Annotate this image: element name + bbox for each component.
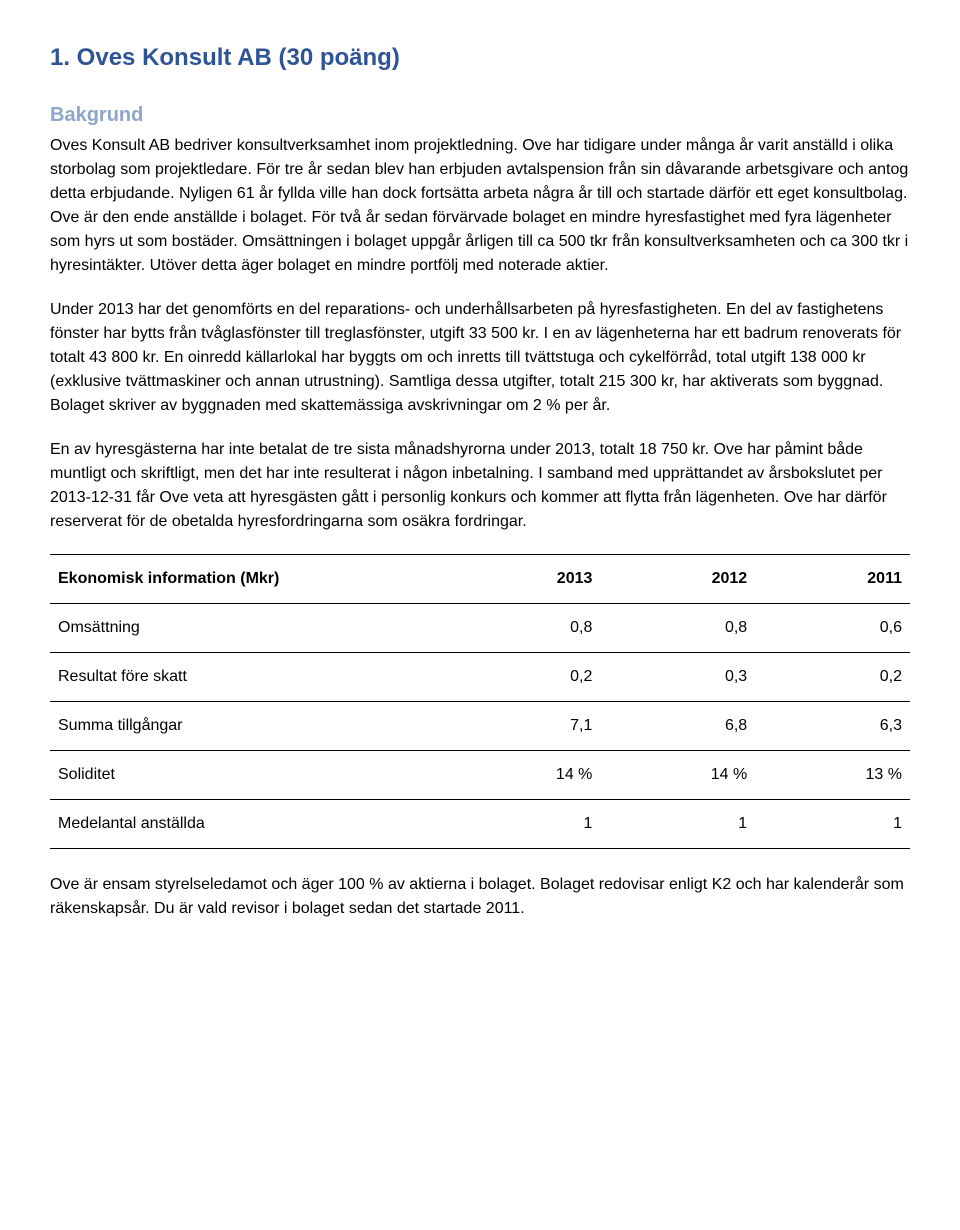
cell-value: 0,6 <box>755 604 910 653</box>
cell-value: 0,2 <box>755 653 910 702</box>
section-title: 1. Oves Konsult AB (30 poäng) <box>50 40 910 76</box>
cell-label: Soliditet <box>50 751 446 800</box>
cell-value: 13 % <box>755 751 910 800</box>
col-header-2012: 2012 <box>600 555 755 604</box>
cell-value: 7,1 <box>446 702 601 751</box>
cell-label: Omsättning <box>50 604 446 653</box>
cell-value: 6,3 <box>755 702 910 751</box>
table-row: Resultat före skatt 0,2 0,3 0,2 <box>50 653 910 702</box>
table-row: Summa tillgångar 7,1 6,8 6,3 <box>50 702 910 751</box>
cell-label: Summa tillgångar <box>50 702 446 751</box>
cell-value: 14 % <box>446 751 601 800</box>
cell-value: 0,8 <box>446 604 601 653</box>
paragraph-tenant: En av hyresgästerna har inte betalat de … <box>50 438 910 534</box>
paragraph-repairs: Under 2013 har det genomförts en del rep… <box>50 298 910 418</box>
paragraph-intro: Oves Konsult AB bedriver konsultverksamh… <box>50 134 910 278</box>
table-row: Medelantal anställda 1 1 1 <box>50 800 910 849</box>
cell-label: Resultat före skatt <box>50 653 446 702</box>
cell-value: 6,8 <box>600 702 755 751</box>
col-header-2011: 2011 <box>755 555 910 604</box>
cell-value: 0,8 <box>600 604 755 653</box>
table-row: Soliditet 14 % 14 % 13 % <box>50 751 910 800</box>
cell-value: 0,2 <box>446 653 601 702</box>
background-heading: Bakgrund <box>50 100 910 130</box>
cell-value: 1 <box>755 800 910 849</box>
table-row: Omsättning 0,8 0,8 0,6 <box>50 604 910 653</box>
financial-table: Ekonomisk information (Mkr) 2013 2012 20… <box>50 554 910 849</box>
cell-label: Medelantal anställda <box>50 800 446 849</box>
col-header-2013: 2013 <box>446 555 601 604</box>
cell-value: 1 <box>446 800 601 849</box>
table-header-row: Ekonomisk information (Mkr) 2013 2012 20… <box>50 555 910 604</box>
col-header-label: Ekonomisk information (Mkr) <box>50 555 446 604</box>
paragraph-ownership: Ove är ensam styrelseledamot och äger 10… <box>50 873 910 921</box>
cell-value: 0,3 <box>600 653 755 702</box>
cell-value: 14 % <box>600 751 755 800</box>
cell-value: 1 <box>600 800 755 849</box>
